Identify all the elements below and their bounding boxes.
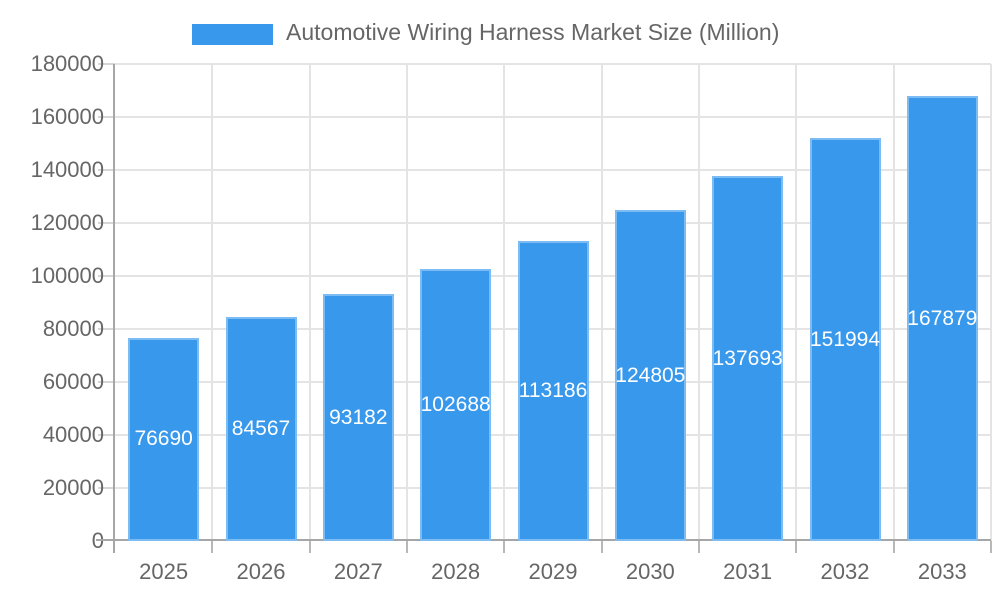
x-axis-label-2028: 2028 xyxy=(431,559,481,584)
bar-value-label: 151994 xyxy=(809,327,881,351)
bar-value-label: 76690 xyxy=(134,427,193,451)
bar-2033[interactable] xyxy=(906,96,978,541)
y-tick xyxy=(98,434,115,436)
h-gridline xyxy=(115,63,991,65)
bar-2028[interactable] xyxy=(420,268,492,541)
y-axis-label: 60000 xyxy=(42,369,104,394)
bar-value-label: 124805 xyxy=(615,363,686,387)
x-axis-label-2029: 2029 xyxy=(528,559,578,584)
v-gridline xyxy=(406,64,408,541)
x-axis-label-2031: 2031 xyxy=(723,559,773,584)
y-axis-label: 20000 xyxy=(42,475,104,500)
x-tick xyxy=(600,541,603,553)
bar-2027[interactable] xyxy=(322,294,394,541)
v-gridline xyxy=(308,64,311,541)
x-tick xyxy=(990,541,992,553)
y-tick xyxy=(98,275,115,277)
x-tick xyxy=(211,541,214,553)
y-axis-label: 180000 xyxy=(30,51,104,76)
y-tick xyxy=(98,487,115,489)
x-axis-label-2026: 2026 xyxy=(236,559,286,584)
bar-value-label: 113186 xyxy=(518,379,588,403)
h-gridline xyxy=(115,222,991,224)
y-axis-label: 160000 xyxy=(30,104,104,129)
v-gridline xyxy=(600,64,603,541)
v-gridline xyxy=(698,64,700,541)
bar-2030[interactable] xyxy=(614,210,686,541)
x-axis-label-2025: 2025 xyxy=(139,559,189,584)
legend[interactable]: Automotive Wiring Harness Market Size (M… xyxy=(192,16,779,48)
legend-swatch xyxy=(192,23,273,45)
y-tick xyxy=(98,63,115,65)
y-tick xyxy=(98,222,115,224)
y-tick xyxy=(98,169,115,171)
x-tick xyxy=(892,541,895,553)
x-axis-label-2027: 2027 xyxy=(333,559,383,584)
bar-2032[interactable] xyxy=(809,138,881,541)
h-gridline xyxy=(115,116,991,118)
v-gridline xyxy=(503,64,506,541)
y-axis-label: 0 xyxy=(0,527,104,555)
bar-2026[interactable] xyxy=(225,316,297,541)
y-axis-label: 40000 xyxy=(42,422,104,447)
x-tick xyxy=(795,541,798,553)
x-tick xyxy=(503,541,506,553)
y-axis-line xyxy=(113,64,115,553)
y-axis-label: 80000 xyxy=(42,316,104,341)
x-axis-label-2032: 2032 xyxy=(820,559,870,584)
v-gridline xyxy=(795,64,798,541)
v-gridline xyxy=(211,64,214,541)
bar-value-label: 93182 xyxy=(329,405,388,429)
bar-value-label: 102688 xyxy=(420,392,491,416)
x-tick xyxy=(308,541,311,553)
x-axis-label-2033: 2033 xyxy=(917,559,967,584)
y-tick xyxy=(98,381,115,383)
v-gridline xyxy=(892,64,895,541)
y-axis-label: 100000 xyxy=(30,263,104,288)
y-tick xyxy=(98,328,115,330)
bar-value-label: 137693 xyxy=(712,346,783,370)
x-axis-label-2030: 2030 xyxy=(625,559,675,584)
y-tick xyxy=(98,116,115,118)
x-tick xyxy=(406,541,408,553)
x-tick xyxy=(698,541,700,553)
v-gridline xyxy=(990,64,992,541)
bar-value-label: 167879 xyxy=(907,306,978,330)
y-axis-label: 140000 xyxy=(30,157,104,182)
y-axis-label: 120000 xyxy=(30,210,104,235)
legend-label: Automotive Wiring Harness Market Size (M… xyxy=(286,19,780,45)
bar-2031[interactable] xyxy=(712,176,784,541)
bar-2029[interactable] xyxy=(517,241,589,541)
bar-2025[interactable] xyxy=(128,337,200,541)
bar-value-label: 84567 xyxy=(231,416,291,440)
h-gridline xyxy=(115,169,991,171)
